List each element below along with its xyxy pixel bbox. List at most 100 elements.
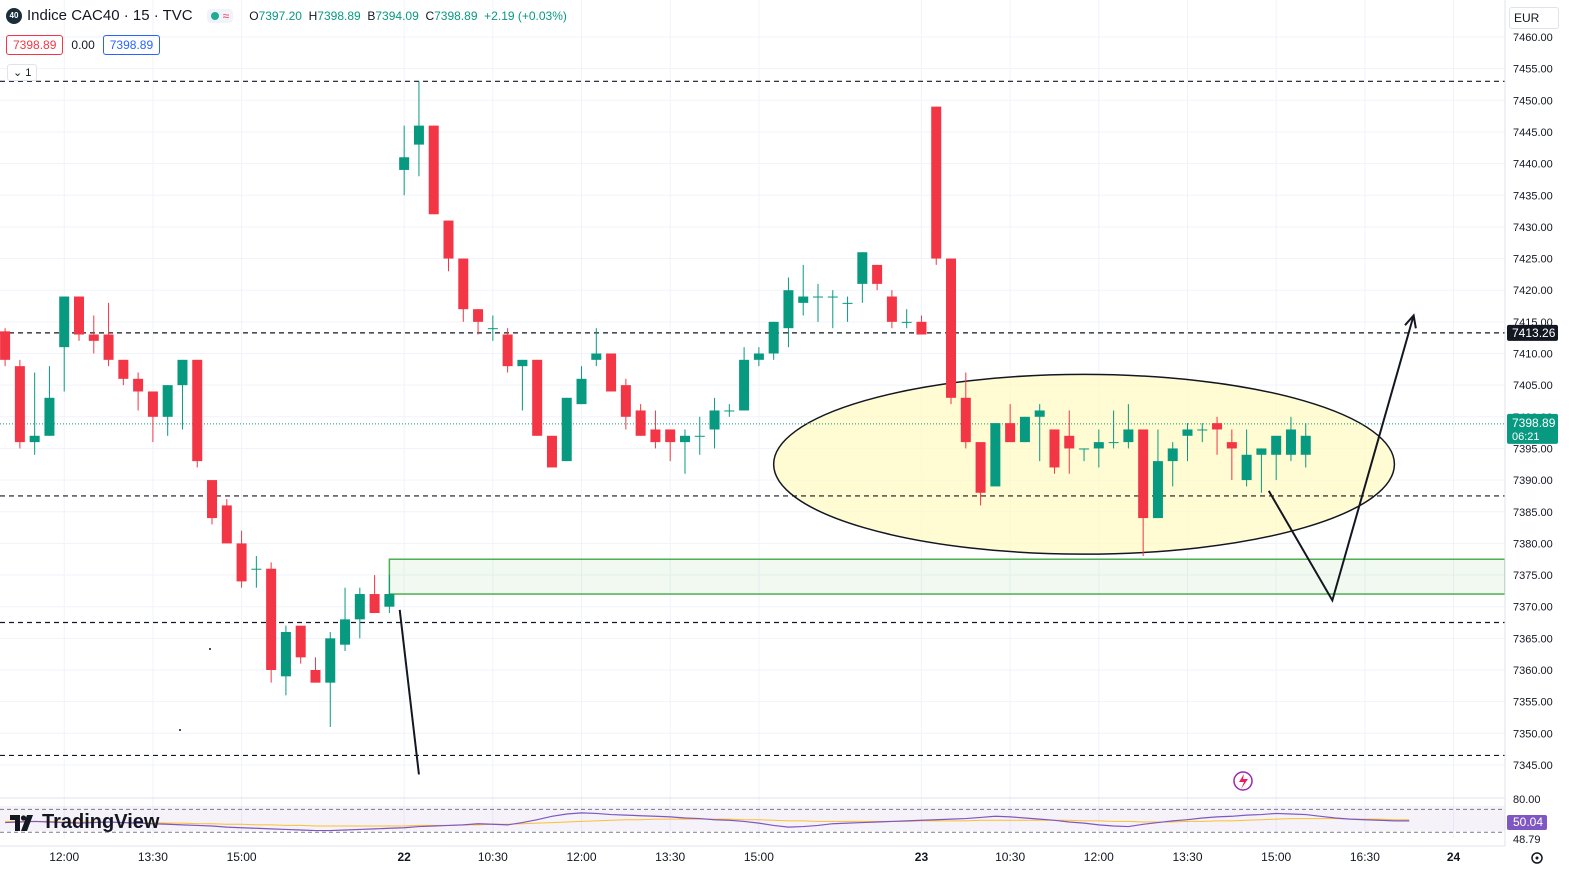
symbol-title[interactable]: Indice CAC40 · 15 · TVC [27, 7, 193, 24]
candle-body[interactable] [44, 397, 55, 436]
candle-body[interactable] [384, 594, 395, 607]
candle-body[interactable] [842, 302, 853, 304]
candle-body[interactable] [14, 366, 25, 443]
candle-body[interactable] [724, 410, 735, 412]
flash-icon[interactable] [1233, 771, 1253, 791]
candle-body[interactable] [443, 220, 454, 259]
candle-body[interactable] [428, 125, 439, 215]
candle-body[interactable] [591, 353, 602, 360]
candle-body[interactable] [798, 296, 809, 303]
candle-body[interactable] [280, 632, 291, 677]
candle-body[interactable] [59, 296, 70, 348]
demand-zone[interactable] [388, 558, 1506, 595]
candle-body[interactable] [354, 594, 365, 620]
rsi-line[interactable] [5, 812, 1410, 832]
candle-body[interactable] [620, 385, 631, 417]
candle-body[interactable] [576, 378, 587, 405]
projection-line-down[interactable] [398, 609, 420, 775]
candle-body[interactable] [29, 435, 40, 443]
sell-button[interactable]: 7398.89 [6, 35, 64, 55]
candle-body[interactable] [931, 106, 942, 259]
candle-body[interactable] [650, 429, 661, 443]
candle-body[interactable] [1300, 435, 1311, 455]
candle-body[interactable] [783, 290, 794, 329]
candle-body[interactable] [74, 296, 84, 335]
candle-body[interactable] [975, 442, 986, 493]
candle-body[interactable] [1226, 442, 1237, 449]
candle-body[interactable] [177, 359, 188, 386]
currency-selector[interactable]: EUR [1509, 7, 1559, 29]
candle-body[interactable] [1064, 435, 1075, 449]
consolidation-ellipse[interactable] [772, 373, 1396, 555]
candle-body[interactable] [709, 410, 720, 430]
candle-body[interactable] [1271, 435, 1282, 455]
candle-body[interactable] [118, 359, 129, 379]
candle-body[interactable] [561, 397, 572, 462]
gear-icon[interactable] [1531, 852, 1543, 864]
candle-body[interactable] [369, 594, 380, 614]
candle-body[interactable] [399, 157, 410, 170]
candle-body[interactable] [1167, 448, 1178, 462]
candle-body[interactable] [325, 638, 336, 683]
candle-body[interactable] [1182, 429, 1193, 436]
candle-body[interactable] [857, 252, 868, 284]
candle-body[interactable] [221, 505, 232, 544]
candle-body[interactable] [753, 353, 764, 360]
candle-body[interactable] [827, 296, 838, 298]
candle-body[interactable] [192, 359, 203, 462]
buy-button[interactable]: 7398.89 [102, 35, 161, 55]
candle-body[interactable] [886, 296, 897, 322]
candle-body[interactable] [133, 378, 144, 392]
candle-body[interactable] [1005, 423, 1016, 443]
candle-body[interactable] [147, 391, 158, 417]
candle-body[interactable] [901, 321, 912, 323]
candle-body[interactable] [872, 264, 883, 284]
candle-body[interactable] [606, 353, 617, 392]
candle-body[interactable] [946, 258, 957, 398]
candle-body[interactable] [1138, 429, 1149, 519]
candle-body[interactable] [679, 435, 690, 443]
candle-body[interactable] [310, 670, 321, 683]
candle-body[interactable] [0, 331, 11, 360]
candle-body[interactable] [103, 334, 114, 360]
candle-body[interactable] [990, 423, 1001, 487]
candle-body[interactable] [694, 435, 705, 437]
candle-body[interactable] [88, 334, 99, 341]
candle-body[interactable] [517, 359, 528, 367]
candle-body[interactable] [340, 619, 351, 645]
candle-body[interactable] [266, 568, 277, 670]
candle-body[interactable] [665, 429, 676, 443]
candle-body[interactable] [1123, 429, 1134, 443]
candle-body[interactable] [1212, 423, 1223, 430]
candle-body[interactable] [1049, 429, 1060, 468]
market-status-badge[interactable]: ≈ [206, 8, 234, 23]
candle-body[interactable] [813, 296, 823, 298]
candle-body[interactable] [532, 359, 543, 436]
candle-body[interactable] [546, 435, 557, 468]
candle-body[interactable] [916, 321, 927, 335]
candle-body[interactable] [1079, 448, 1090, 450]
candle-body[interactable] [236, 543, 247, 582]
candle-body[interactable] [1256, 448, 1267, 455]
candle-body[interactable] [295, 625, 306, 658]
candle-body[interactable] [1241, 454, 1252, 481]
candle-body[interactable] [251, 568, 262, 570]
candle-body[interactable] [458, 258, 469, 310]
candle-body[interactable] [635, 410, 646, 436]
candle-body[interactable] [473, 309, 484, 322]
candle-body[interactable] [1093, 442, 1104, 449]
candle-body[interactable] [1019, 416, 1030, 443]
candle-body[interactable] [162, 385, 173, 417]
candle-body[interactable] [487, 328, 498, 330]
candle-body[interactable] [1285, 429, 1296, 455]
candle-body[interactable] [739, 359, 750, 411]
candle-body[interactable] [413, 125, 424, 145]
candle-body[interactable] [768, 321, 779, 354]
candle-body[interactable] [1197, 429, 1208, 431]
candle-body[interactable] [1034, 410, 1045, 417]
candle-body[interactable] [207, 480, 218, 519]
candle-body[interactable] [1108, 442, 1119, 444]
collapse-indicators-button[interactable]: ⌄ 1 [7, 64, 38, 81]
candle-body[interactable] [960, 397, 971, 443]
